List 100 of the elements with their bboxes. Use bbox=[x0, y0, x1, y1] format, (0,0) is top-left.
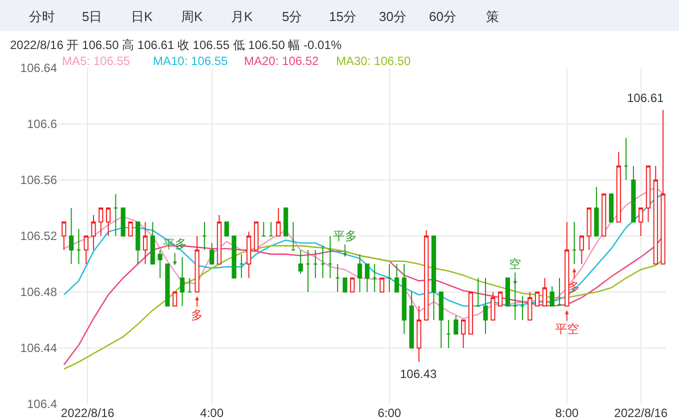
annotation: 106.61 bbox=[627, 91, 664, 105]
text: MA5: 106.55 bbox=[62, 54, 130, 68]
candlestick bbox=[187, 278, 192, 292]
text: MA10: 106.55 bbox=[153, 54, 228, 68]
candlestick bbox=[660, 110, 666, 264]
y-tick-label: 106.64 bbox=[20, 61, 58, 76]
candlestick bbox=[113, 194, 118, 236]
candlestick bbox=[202, 222, 207, 250]
candlestick bbox=[350, 278, 355, 292]
candlestick bbox=[653, 166, 658, 264]
candlestick bbox=[608, 194, 614, 222]
candlestick bbox=[528, 292, 532, 320]
candlestick bbox=[387, 264, 392, 292]
candlestick bbox=[357, 254, 362, 292]
candlestick bbox=[424, 230, 429, 320]
candlestick bbox=[165, 264, 170, 306]
chart-subtitle: 2022/8/16 开 106.50 高 106.61 收 106.55 低 106.50 幅 -0.01% bbox=[10, 38, 342, 52]
candlestick bbox=[534, 292, 540, 306]
candlestick bbox=[409, 292, 414, 348]
candlestick bbox=[468, 292, 474, 334]
candlestick bbox=[364, 264, 370, 292]
y-tick-label: 106.48 bbox=[20, 285, 58, 300]
text: 周K bbox=[181, 9, 203, 24]
candlestick bbox=[624, 138, 628, 180]
text: 30分 bbox=[379, 9, 406, 24]
candlestick bbox=[431, 236, 436, 320]
y-tick-label: 106.44 bbox=[20, 341, 58, 356]
candlestick bbox=[579, 236, 584, 264]
candlestick bbox=[616, 152, 621, 222]
candlestick bbox=[254, 222, 259, 250]
text: 60分 bbox=[429, 9, 456, 24]
candlestick bbox=[69, 208, 74, 264]
candlestick bbox=[520, 296, 525, 320]
candlestick bbox=[446, 320, 451, 348]
annotation: 平空 bbox=[555, 322, 579, 336]
candlestick bbox=[476, 278, 480, 306]
candlestick bbox=[268, 222, 274, 236]
annotation: 空 bbox=[509, 257, 521, 271]
candlestick bbox=[224, 222, 229, 236]
candlestick bbox=[394, 264, 400, 292]
x-tick-label: 2022/8/16 bbox=[614, 406, 668, 420]
candlestick bbox=[128, 222, 133, 236]
candlestick bbox=[246, 231, 252, 278]
candlestick bbox=[98, 208, 104, 236]
text: 分时 bbox=[29, 9, 55, 24]
candlestick bbox=[335, 264, 340, 292]
text: MA30: 106.50 bbox=[336, 54, 412, 68]
y-tick-label: 106.6 bbox=[26, 117, 58, 132]
candlestick bbox=[542, 278, 548, 306]
candlestick bbox=[638, 208, 644, 236]
candlestick bbox=[572, 222, 577, 264]
candlestick bbox=[320, 245, 326, 278]
x-tick-label: 2022/8/16 bbox=[60, 406, 115, 420]
annotation: 平多 bbox=[333, 229, 357, 243]
candlestick bbox=[550, 286, 554, 306]
text: 15分 bbox=[329, 9, 356, 24]
candlestick bbox=[454, 315, 458, 334]
candlestick bbox=[416, 306, 422, 362]
candlestick bbox=[564, 222, 570, 306]
candlestick bbox=[150, 222, 155, 264]
candlestick bbox=[483, 278, 488, 334]
text: 策 bbox=[486, 9, 499, 24]
text: 月K bbox=[231, 9, 253, 24]
candlestick bbox=[232, 236, 236, 278]
candlestick bbox=[106, 208, 111, 236]
candlestick bbox=[306, 250, 310, 292]
candlestick bbox=[328, 236, 333, 278]
candlestick bbox=[490, 292, 496, 320]
candlestick bbox=[91, 214, 96, 250]
candlestick bbox=[210, 242, 214, 264]
candlestick bbox=[136, 222, 140, 264]
candlestick bbox=[402, 264, 406, 334]
candlestick bbox=[180, 256, 185, 306]
annotation: 106.43 bbox=[400, 367, 438, 381]
candlestick bbox=[313, 250, 318, 278]
candlestick bbox=[216, 214, 222, 264]
candlestick bbox=[172, 292, 178, 306]
candlestick bbox=[261, 222, 266, 236]
y-tick-label: 106.4 bbox=[26, 397, 58, 412]
candlestick bbox=[631, 166, 636, 222]
candlestick bbox=[290, 222, 296, 250]
text: 日K bbox=[131, 9, 153, 24]
candlestick bbox=[602, 194, 606, 236]
text: MA20: 106.52 bbox=[244, 54, 320, 68]
candlestick bbox=[380, 278, 384, 292]
y-tick-label: 106.56 bbox=[20, 173, 58, 188]
text: 5分 bbox=[282, 9, 302, 24]
candlestick bbox=[239, 254, 244, 278]
candlestick bbox=[158, 250, 162, 278]
candlestick bbox=[557, 278, 562, 306]
candlestick bbox=[438, 292, 444, 348]
x-tick-label: 8:00 bbox=[555, 406, 579, 420]
candlestick bbox=[142, 222, 148, 264]
candlestick bbox=[298, 250, 303, 274]
x-tick-label: 4:00 bbox=[200, 406, 224, 420]
candlestick bbox=[461, 320, 466, 348]
candlestick bbox=[120, 208, 126, 236]
candlestick bbox=[505, 278, 510, 306]
candlestick bbox=[284, 208, 288, 236]
text: 5日 bbox=[82, 9, 102, 24]
